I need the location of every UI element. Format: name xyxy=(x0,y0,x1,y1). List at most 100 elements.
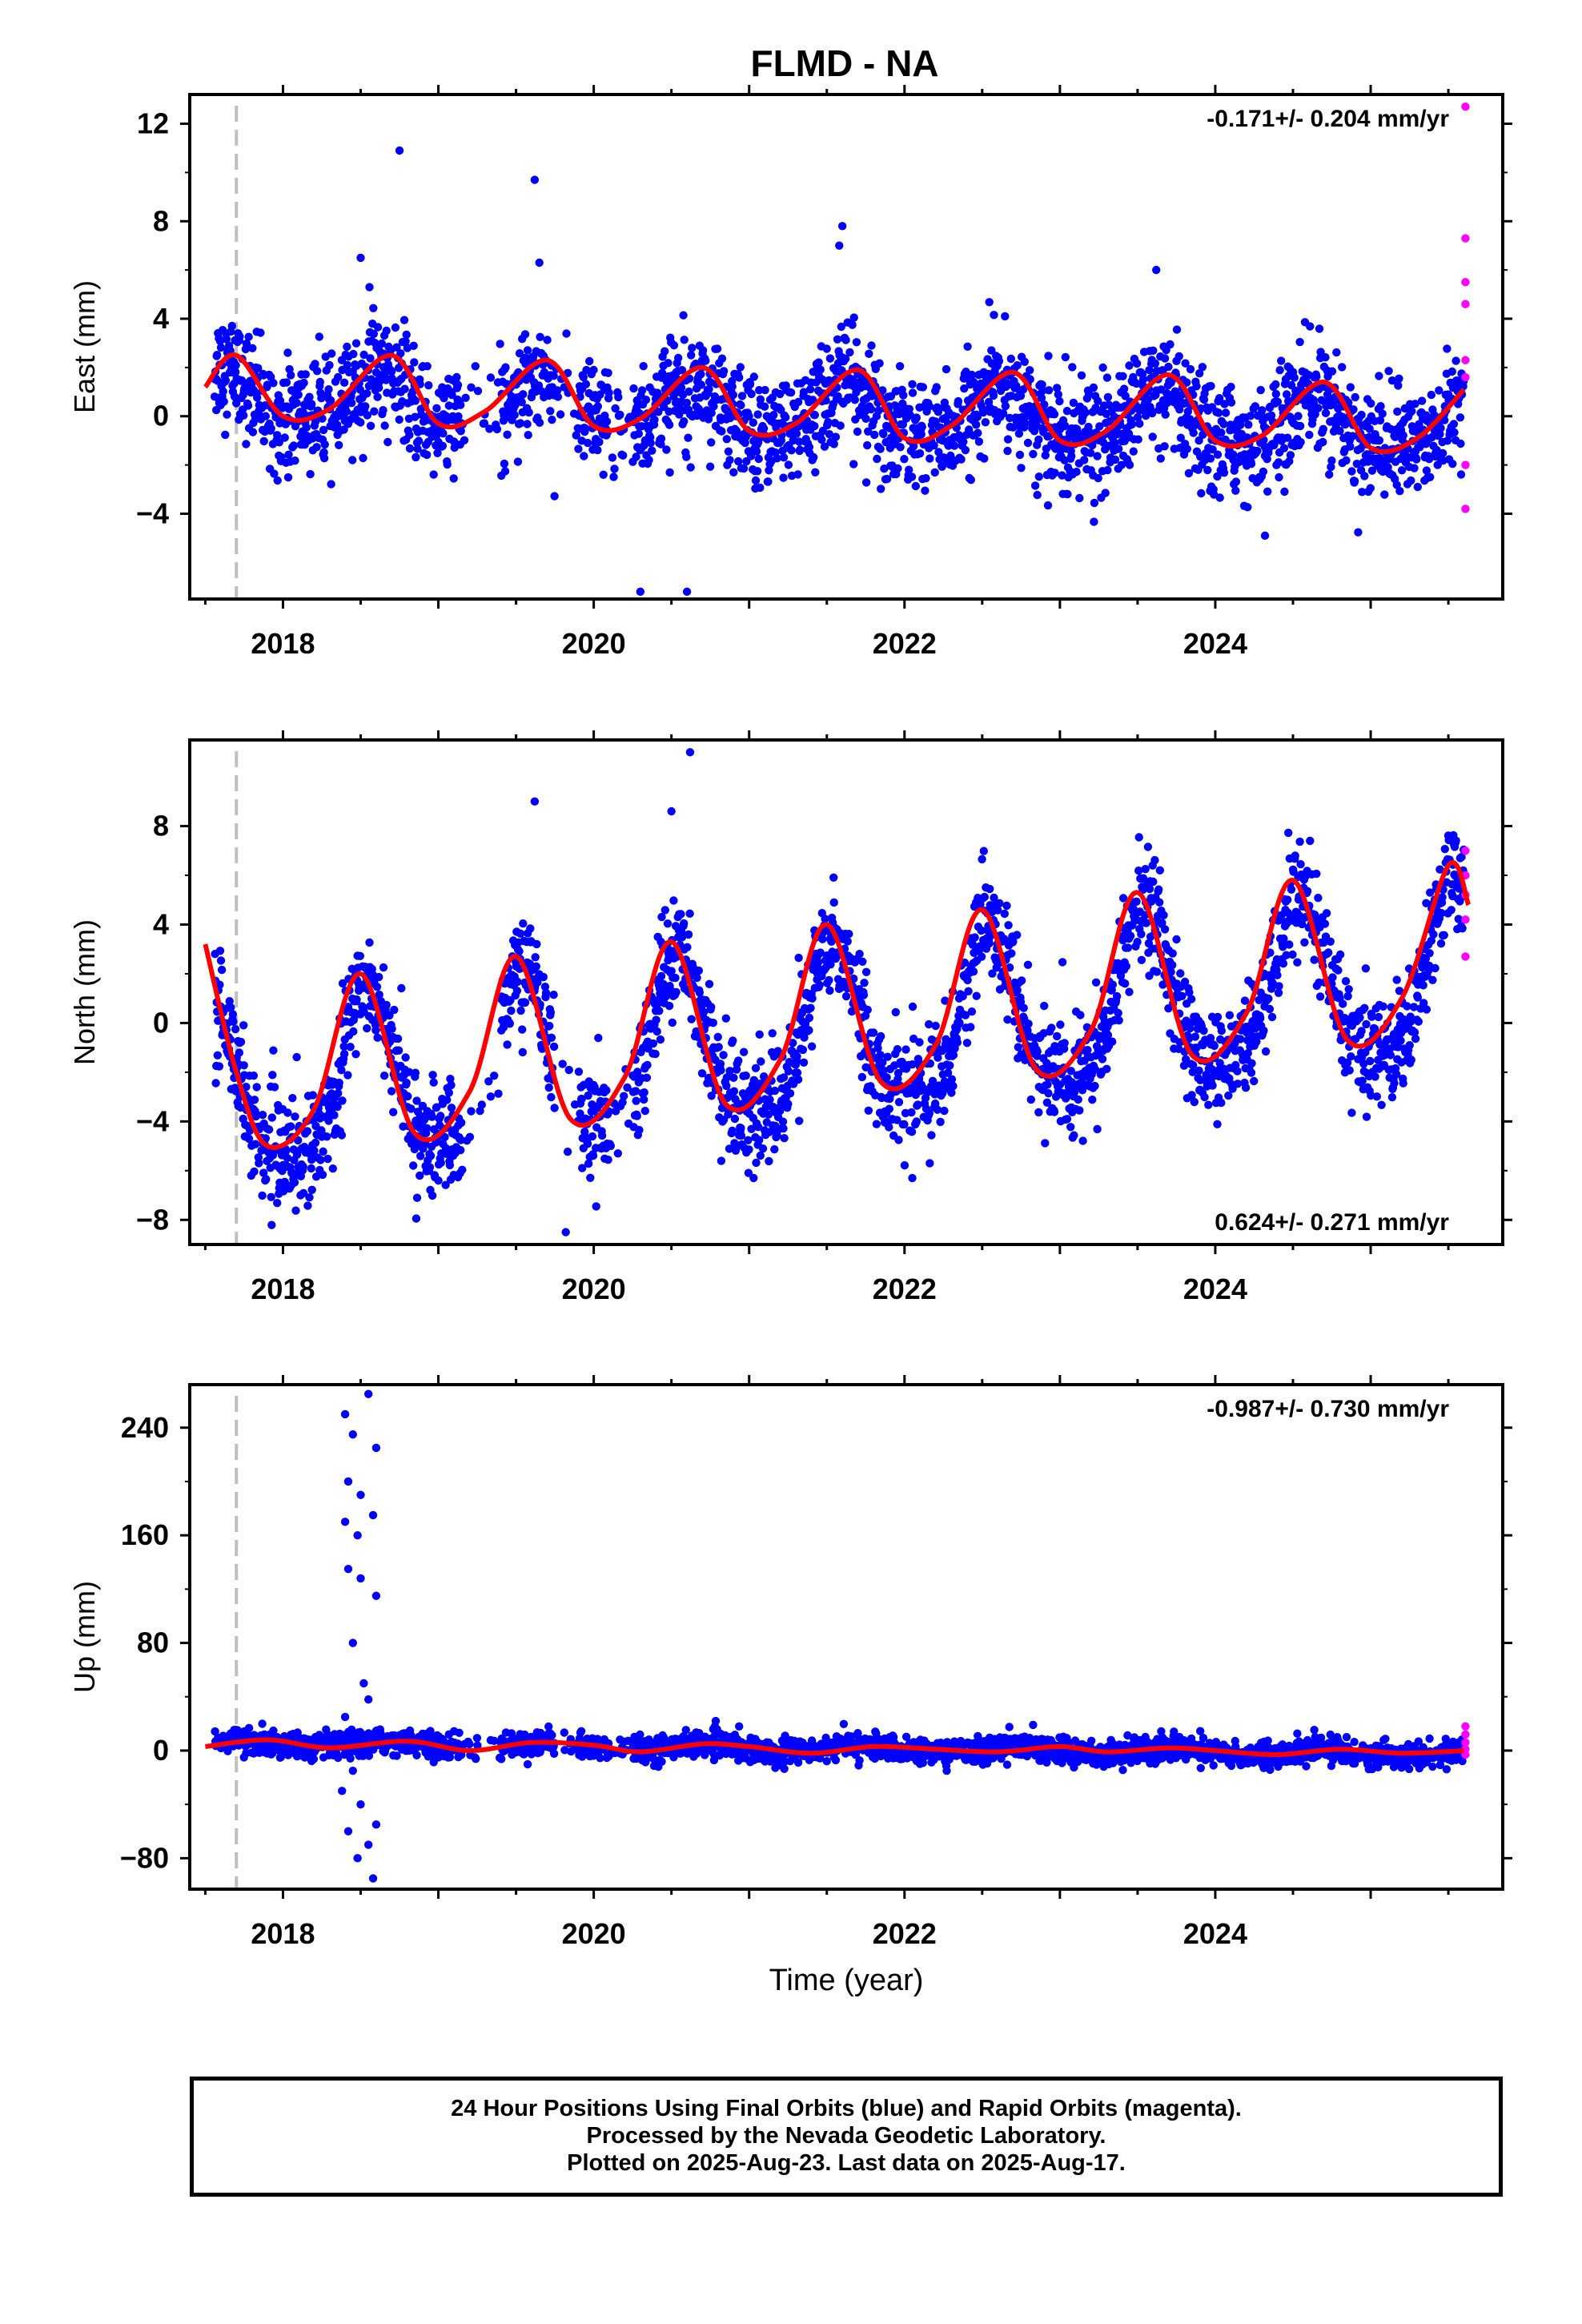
final-orbit-point xyxy=(1431,963,1439,973)
final-orbit-point xyxy=(428,1071,437,1080)
final-orbit-point xyxy=(707,438,716,447)
final-orbit-point xyxy=(1189,1060,1198,1070)
final-orbit-point xyxy=(837,222,847,231)
final-orbit-point xyxy=(370,407,379,416)
final-orbit-point xyxy=(786,388,796,397)
final-orbit-point xyxy=(501,363,510,372)
final-orbit-point xyxy=(648,1039,658,1048)
final-orbit-point xyxy=(387,1024,396,1033)
final-orbit-point xyxy=(401,1053,410,1062)
final-orbit-point xyxy=(1101,489,1110,497)
final-orbit-point xyxy=(461,393,470,402)
final-orbit-point xyxy=(539,972,548,982)
final-orbit-point xyxy=(343,1071,352,1080)
final-orbit-point xyxy=(231,1025,240,1034)
final-orbit-point xyxy=(546,407,555,416)
final-orbit-point xyxy=(261,401,270,410)
final-orbit-point xyxy=(934,448,943,456)
final-orbit-point xyxy=(793,470,802,479)
final-orbit-point xyxy=(921,474,930,483)
final-orbit-point xyxy=(1282,951,1291,959)
final-orbit-point xyxy=(753,438,763,447)
final-orbit-point xyxy=(1125,987,1134,996)
final-orbit-point xyxy=(1158,919,1166,927)
final-orbit-point xyxy=(863,1005,872,1015)
final-orbit-point xyxy=(741,438,749,448)
final-orbit-point xyxy=(1319,437,1327,447)
final-orbit-point xyxy=(1392,975,1401,984)
final-orbit-point xyxy=(1189,428,1198,437)
final-orbit-point xyxy=(1102,373,1112,382)
final-orbit-point xyxy=(1244,420,1253,429)
final-orbit-point xyxy=(438,441,448,450)
final-orbit-point xyxy=(1043,1080,1052,1089)
final-orbit-point xyxy=(1285,940,1294,949)
final-orbit-point xyxy=(942,364,951,374)
final-orbit-point xyxy=(1009,937,1018,946)
final-orbit-point xyxy=(311,1172,321,1181)
final-orbit-point xyxy=(1016,997,1026,1007)
final-orbit-point xyxy=(737,1131,746,1140)
final-orbit-point xyxy=(465,1132,475,1142)
final-orbit-point xyxy=(1068,363,1077,372)
final-orbit-point xyxy=(349,1027,358,1036)
final-orbit-point xyxy=(526,924,535,933)
final-orbit-point xyxy=(1419,999,1428,1007)
final-orbit-point xyxy=(1150,359,1160,368)
final-orbit-point xyxy=(966,476,976,485)
final-orbit-point xyxy=(248,344,257,352)
final-orbit-point xyxy=(1221,408,1231,417)
final-orbit-point xyxy=(725,456,734,464)
final-orbit-point xyxy=(1414,1017,1423,1026)
final-orbit-point xyxy=(291,456,299,465)
final-orbit-point xyxy=(1121,392,1130,400)
final-orbit-point xyxy=(656,1035,665,1044)
final-orbit-point xyxy=(908,380,917,388)
final-orbit-point xyxy=(882,474,892,484)
final-orbit-point xyxy=(1003,1015,1012,1024)
final-orbit-point xyxy=(654,408,663,416)
final-orbit-point xyxy=(373,323,383,332)
final-orbit-point xyxy=(428,1112,436,1121)
final-orbit-point xyxy=(907,472,917,481)
final-orbit-point xyxy=(664,359,673,368)
final-orbit-point xyxy=(355,951,364,961)
final-orbit-point xyxy=(1094,396,1102,405)
final-orbit-point xyxy=(1044,1089,1053,1098)
final-orbit-point xyxy=(1448,460,1457,468)
final-orbit-point xyxy=(882,1073,891,1082)
final-orbit-point xyxy=(441,1180,450,1189)
final-orbit-point xyxy=(372,983,382,991)
final-orbit-point xyxy=(1093,1124,1102,1134)
final-orbit-point xyxy=(302,423,311,432)
final-orbit-point xyxy=(423,1124,432,1133)
final-orbit-point xyxy=(915,449,925,458)
final-orbit-point xyxy=(1259,1026,1268,1035)
final-orbit-point xyxy=(809,452,818,462)
final-orbit-point xyxy=(1001,312,1010,321)
final-orbit-point xyxy=(412,452,420,462)
final-orbit-point xyxy=(893,1068,903,1078)
final-orbit-point xyxy=(580,452,588,460)
final-orbit-point xyxy=(351,1050,360,1059)
final-orbit-point xyxy=(1117,460,1126,469)
final-orbit-point xyxy=(1427,390,1436,400)
final-orbit-point xyxy=(699,1007,709,1017)
final-orbit-point xyxy=(1006,413,1014,423)
final-orbit-point xyxy=(829,440,838,448)
final-orbit-point xyxy=(634,429,643,438)
final-orbit-point xyxy=(454,412,463,421)
final-orbit-point xyxy=(223,410,231,419)
final-orbit-point xyxy=(1327,367,1337,376)
final-orbit-point xyxy=(1259,467,1268,476)
final-orbit-point xyxy=(1208,1081,1217,1090)
final-orbit-point xyxy=(746,452,756,460)
final-orbit-point xyxy=(1014,1043,1023,1051)
final-orbit-point xyxy=(979,408,988,417)
final-orbit-point xyxy=(1145,365,1154,375)
final-orbit-point xyxy=(845,348,854,357)
final-orbit-point xyxy=(319,454,329,463)
final-orbit-point xyxy=(432,404,441,412)
final-orbit-point xyxy=(283,348,292,357)
final-orbit-point xyxy=(216,956,226,965)
